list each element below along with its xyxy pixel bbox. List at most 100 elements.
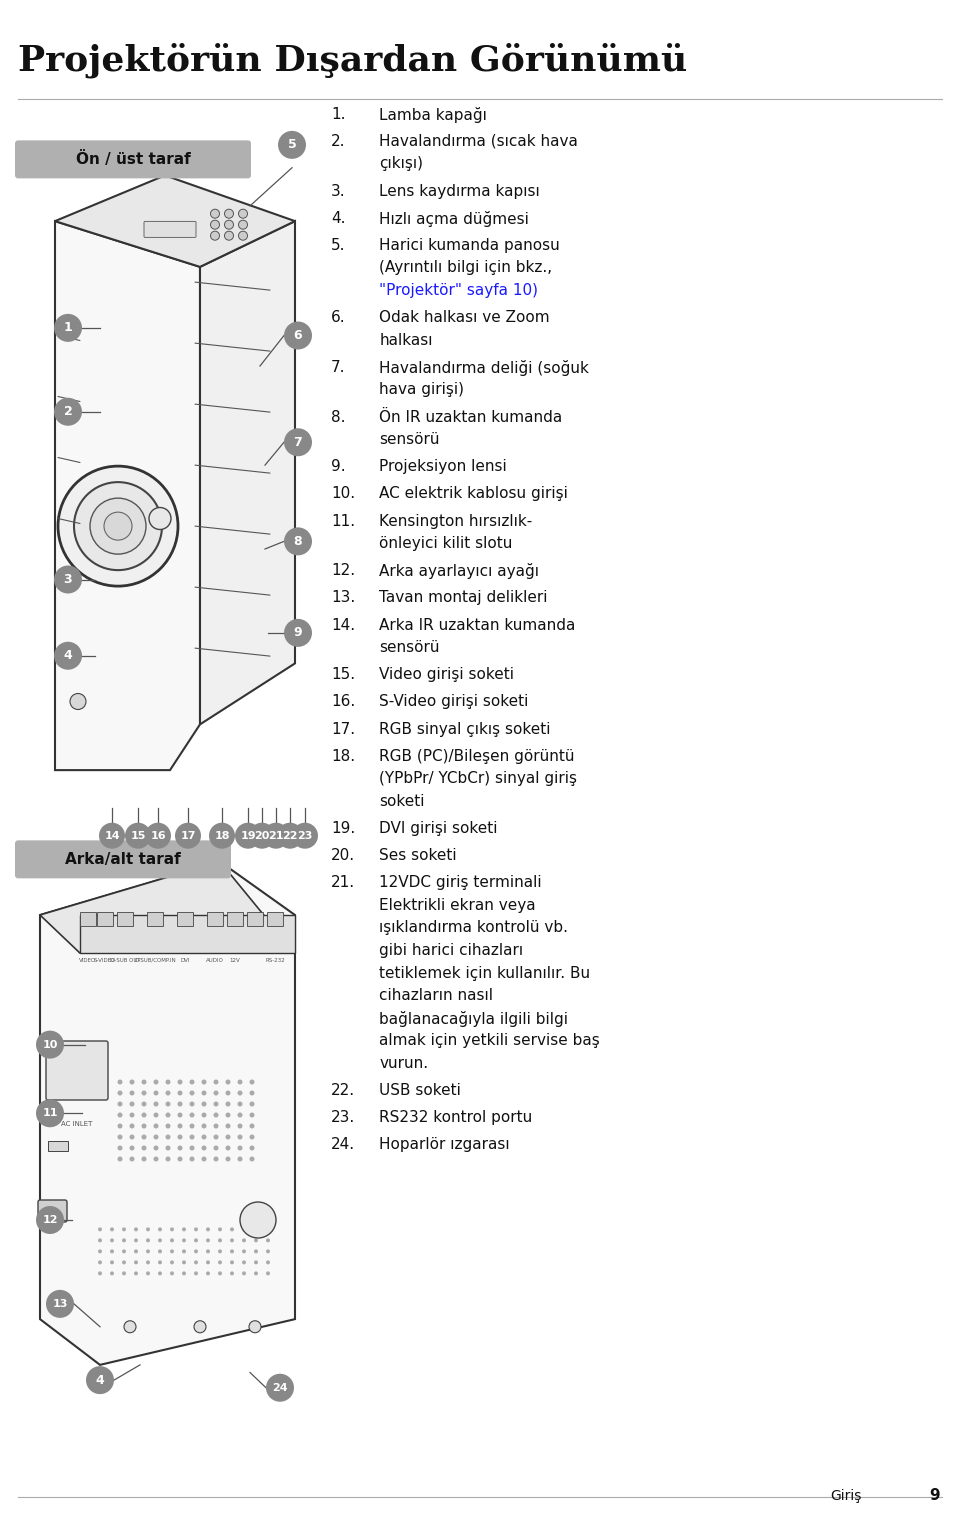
Text: 12VDC giriş terminali: 12VDC giriş terminali — [379, 875, 541, 891]
Circle shape — [146, 1238, 150, 1243]
Circle shape — [110, 1238, 114, 1243]
Circle shape — [266, 1272, 270, 1275]
Circle shape — [284, 528, 312, 555]
Circle shape — [158, 1260, 162, 1264]
Text: (Ayrıntılı bilgi için bkz.,: (Ayrıntılı bilgi için bkz., — [379, 261, 552, 276]
Circle shape — [154, 1080, 158, 1084]
Circle shape — [134, 1272, 138, 1275]
FancyBboxPatch shape — [15, 840, 231, 878]
Text: 22: 22 — [282, 831, 298, 840]
Text: RS232 kontrol portu: RS232 kontrol portu — [379, 1110, 533, 1125]
Text: RGB (PC)/Bileşen görüntü: RGB (PC)/Bileşen görüntü — [379, 749, 575, 764]
Circle shape — [238, 220, 248, 229]
Bar — [48, 1141, 68, 1151]
Text: 9: 9 — [929, 1488, 940, 1504]
Text: 20: 20 — [254, 831, 270, 840]
Circle shape — [254, 1260, 258, 1264]
Text: VIDEO: VIDEO — [80, 958, 97, 962]
Circle shape — [182, 1272, 186, 1275]
Circle shape — [141, 1156, 147, 1162]
Circle shape — [238, 232, 248, 241]
Circle shape — [98, 1260, 102, 1264]
Text: 23.: 23. — [331, 1110, 355, 1125]
Text: halkası: halkası — [379, 332, 433, 348]
Circle shape — [165, 1080, 171, 1084]
Circle shape — [117, 1090, 123, 1095]
Circle shape — [110, 1249, 114, 1254]
Circle shape — [158, 1249, 162, 1254]
Text: 8: 8 — [294, 535, 302, 547]
Circle shape — [182, 1238, 186, 1243]
Circle shape — [206, 1260, 210, 1264]
Bar — [147, 912, 163, 926]
Circle shape — [237, 1156, 243, 1162]
Circle shape — [141, 1135, 147, 1139]
FancyBboxPatch shape — [15, 140, 251, 178]
Circle shape — [178, 1135, 182, 1139]
Text: 14: 14 — [105, 831, 120, 840]
Text: tetiklemek için kullanılır. Bu: tetiklemek için kullanılır. Bu — [379, 965, 590, 981]
Circle shape — [165, 1135, 171, 1139]
Circle shape — [202, 1113, 206, 1118]
Text: 16: 16 — [150, 831, 166, 840]
Text: 22.: 22. — [331, 1083, 355, 1098]
Text: 20.: 20. — [331, 848, 355, 863]
Circle shape — [117, 1124, 123, 1128]
Text: Lens kaydırma kapısı: Lens kaydırma kapısı — [379, 183, 540, 198]
Circle shape — [189, 1090, 195, 1095]
Circle shape — [117, 1145, 123, 1150]
Circle shape — [154, 1090, 158, 1095]
Circle shape — [146, 1260, 150, 1264]
Circle shape — [154, 1145, 158, 1150]
Circle shape — [141, 1124, 147, 1128]
Text: Projeksiyon lensi: Projeksiyon lensi — [379, 459, 507, 474]
Text: DVI: DVI — [180, 958, 190, 962]
Circle shape — [165, 1145, 171, 1150]
Circle shape — [178, 1156, 182, 1162]
Circle shape — [170, 1249, 174, 1254]
Circle shape — [230, 1238, 234, 1243]
Polygon shape — [40, 862, 295, 1365]
Circle shape — [141, 1090, 147, 1095]
Text: 13.: 13. — [331, 590, 355, 605]
Circle shape — [242, 1272, 246, 1275]
Circle shape — [250, 1124, 254, 1128]
Circle shape — [213, 1124, 219, 1128]
Circle shape — [122, 1260, 126, 1264]
Circle shape — [230, 1272, 234, 1275]
Text: 11: 11 — [42, 1109, 58, 1118]
Circle shape — [213, 1135, 219, 1139]
Circle shape — [206, 1228, 210, 1231]
Circle shape — [226, 1090, 230, 1095]
Circle shape — [242, 1249, 246, 1254]
Circle shape — [206, 1249, 210, 1254]
Circle shape — [122, 1272, 126, 1275]
Circle shape — [202, 1090, 206, 1095]
Circle shape — [154, 1156, 158, 1162]
Polygon shape — [55, 221, 200, 770]
Circle shape — [206, 1272, 210, 1275]
Bar — [117, 912, 133, 926]
Circle shape — [170, 1228, 174, 1231]
Text: 15: 15 — [131, 831, 146, 840]
Circle shape — [130, 1124, 134, 1128]
Circle shape — [210, 232, 220, 241]
Circle shape — [194, 1228, 198, 1231]
Circle shape — [254, 1238, 258, 1243]
Text: AC elektrik kablosu girişi: AC elektrik kablosu girişi — [379, 486, 568, 502]
Bar — [247, 912, 263, 926]
Circle shape — [122, 1238, 126, 1243]
Text: USB soketi: USB soketi — [379, 1083, 461, 1098]
Circle shape — [98, 1272, 102, 1275]
Circle shape — [226, 1080, 230, 1084]
Circle shape — [141, 1080, 147, 1084]
Circle shape — [218, 1238, 222, 1243]
Circle shape — [213, 1145, 219, 1150]
Circle shape — [225, 232, 233, 241]
Text: vurun.: vurun. — [379, 1055, 428, 1071]
Text: Havalandırma (sıcak hava: Havalandırma (sıcak hava — [379, 134, 578, 149]
Circle shape — [154, 1124, 158, 1128]
Circle shape — [263, 822, 289, 849]
FancyBboxPatch shape — [144, 221, 196, 238]
Text: Ses soketi: Ses soketi — [379, 848, 457, 863]
